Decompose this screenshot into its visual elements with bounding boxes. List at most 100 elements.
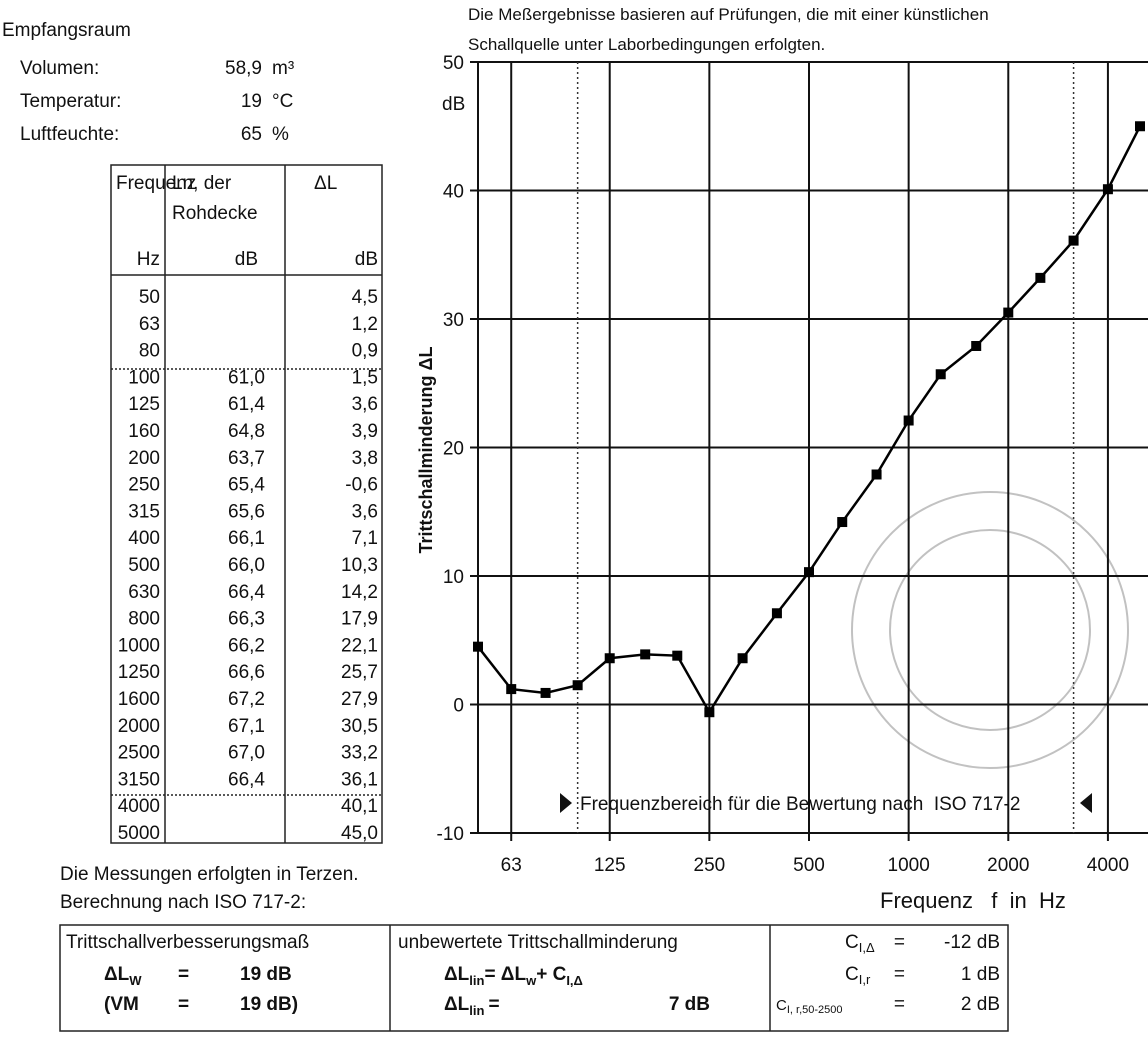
data-point bbox=[640, 649, 651, 660]
room-value: 19 bbox=[241, 91, 262, 112]
subscript: lin bbox=[469, 973, 484, 988]
result-row: ΔLW bbox=[104, 964, 142, 988]
dl-cell: 1,2 bbox=[352, 314, 378, 335]
data-point bbox=[1035, 272, 1046, 283]
result-row: CI,r bbox=[845, 964, 871, 987]
freq-cell: 63 bbox=[139, 314, 160, 335]
room-title: Empfangsraum bbox=[2, 20, 131, 41]
data-point bbox=[771, 608, 782, 619]
ln-cell: 67,0 bbox=[228, 743, 265, 764]
data-point bbox=[572, 680, 583, 691]
dl-cell: 36,1 bbox=[341, 769, 378, 790]
data-point bbox=[837, 517, 848, 528]
result-heading: Trittschallverbesserungsmaß bbox=[66, 932, 309, 953]
result-row: CI, r,50-2500 bbox=[776, 997, 843, 1016]
result-row: 19 dB bbox=[240, 964, 292, 985]
table-unit: dB bbox=[235, 249, 258, 270]
symbol: C bbox=[845, 964, 859, 985]
ln-cell: 66,0 bbox=[228, 555, 265, 576]
result-row: = bbox=[894, 932, 905, 953]
data-point bbox=[804, 567, 814, 578]
dl-cell: 17,9 bbox=[341, 609, 378, 630]
room-label: Luftfeuchte: bbox=[20, 124, 119, 145]
freq-cell: 2500 bbox=[118, 743, 160, 764]
result-row: ΔLlin= ΔLw+ CI,Δ bbox=[444, 964, 583, 988]
freq-cell: 250 bbox=[128, 475, 160, 496]
chart-title: Schallquelle unter Laborbedingungen erfo… bbox=[468, 35, 825, 54]
ln-cell: 61,0 bbox=[228, 367, 265, 388]
y-tick-label: 40 bbox=[443, 182, 464, 203]
data-point bbox=[506, 684, 517, 695]
x-tick-label: 500 bbox=[793, 855, 825, 876]
result-row: 2 dB bbox=[961, 994, 1000, 1015]
dl-cell: 25,7 bbox=[341, 662, 378, 683]
y-tick-label: -10 bbox=[437, 824, 464, 845]
x-tick-label: 125 bbox=[594, 855, 626, 876]
result-row: 19 dB) bbox=[240, 994, 298, 1015]
x-tick-label: 63 bbox=[501, 855, 522, 876]
data-point bbox=[871, 469, 882, 480]
data-point bbox=[1068, 235, 1079, 246]
data-point bbox=[971, 340, 982, 351]
ln-cell: 66,6 bbox=[228, 662, 265, 683]
freq-cell: 315 bbox=[128, 501, 160, 522]
note: Berechnung nach ISO 717-2: bbox=[60, 892, 306, 913]
ln-cell: 63,7 bbox=[228, 448, 265, 469]
result-row: (VM bbox=[104, 994, 139, 1015]
data-point bbox=[737, 653, 748, 664]
y-tick-label: 20 bbox=[443, 439, 464, 460]
symbol: = bbox=[488, 994, 499, 1015]
y-tick-label: 10 bbox=[443, 567, 464, 588]
freq-cell: 630 bbox=[128, 582, 160, 603]
result-row: 1 dB bbox=[961, 964, 1000, 985]
dl-cell: 3,6 bbox=[352, 394, 378, 415]
symbol: C bbox=[845, 932, 859, 953]
subscript: I,r bbox=[859, 972, 871, 987]
chart: -10 0 10 20 30 40 50 63 125 250 500 1000 2000 4000 bbox=[437, 53, 1148, 876]
range-arrow bbox=[560, 793, 572, 813]
subscript: w bbox=[525, 973, 537, 988]
room-label: Temperatur: bbox=[20, 91, 121, 112]
note: Die Messungen erfolgten in Terzen. bbox=[60, 864, 359, 885]
data-point bbox=[473, 641, 483, 652]
symbol: ΔL bbox=[444, 964, 470, 985]
ln-cell: 66,2 bbox=[228, 635, 265, 656]
subscript: I,Δ bbox=[859, 940, 875, 955]
result-row: = bbox=[894, 994, 905, 1015]
room-unit: °C bbox=[272, 91, 293, 112]
dl-cell: 45,0 bbox=[341, 823, 378, 844]
freq-cell: 50 bbox=[139, 287, 160, 308]
table-header: Frequenz bbox=[116, 173, 196, 194]
room-label: Volumen: bbox=[20, 58, 99, 79]
data-point bbox=[704, 707, 715, 718]
x-tick-label: 250 bbox=[694, 855, 726, 876]
ln-cell: 65,4 bbox=[228, 475, 265, 496]
subscript: lin bbox=[469, 1003, 484, 1018]
result-row: 7 dB bbox=[669, 994, 710, 1015]
room-unit: % bbox=[272, 124, 289, 145]
dl-cell: 0,9 bbox=[352, 341, 378, 362]
table-header: Rohdecke bbox=[172, 203, 258, 224]
ln-cell: 66,4 bbox=[228, 769, 265, 790]
freq-cell: 80 bbox=[139, 341, 160, 362]
data-point bbox=[672, 650, 683, 661]
freq-cell: 1600 bbox=[118, 689, 160, 710]
room-value: 58,9 bbox=[225, 58, 262, 79]
table-unit: Hz bbox=[137, 249, 160, 270]
dl-cell: 4,5 bbox=[352, 287, 378, 308]
data-point bbox=[1102, 184, 1113, 195]
data-point bbox=[935, 369, 946, 380]
result-row: CI,Δ bbox=[845, 932, 875, 955]
dl-cell: 3,9 bbox=[352, 421, 378, 442]
table-frame bbox=[110, 164, 383, 844]
result-col3: CI,Δ = -12 dB CI,r = 1 dB CI, r,50-2500 … bbox=[776, 932, 1000, 1016]
dl-cell: 30,5 bbox=[341, 716, 378, 737]
subscript: I, r,50-2500 bbox=[787, 1004, 843, 1016]
y-unit: dB bbox=[442, 94, 465, 115]
y-tick-label: 50 bbox=[443, 53, 464, 74]
data-point bbox=[540, 687, 551, 698]
subscript: W bbox=[129, 973, 142, 988]
freq-cell: 125 bbox=[128, 394, 160, 415]
room-unit: m³ bbox=[272, 58, 294, 79]
table-header: ΔL bbox=[314, 173, 337, 194]
